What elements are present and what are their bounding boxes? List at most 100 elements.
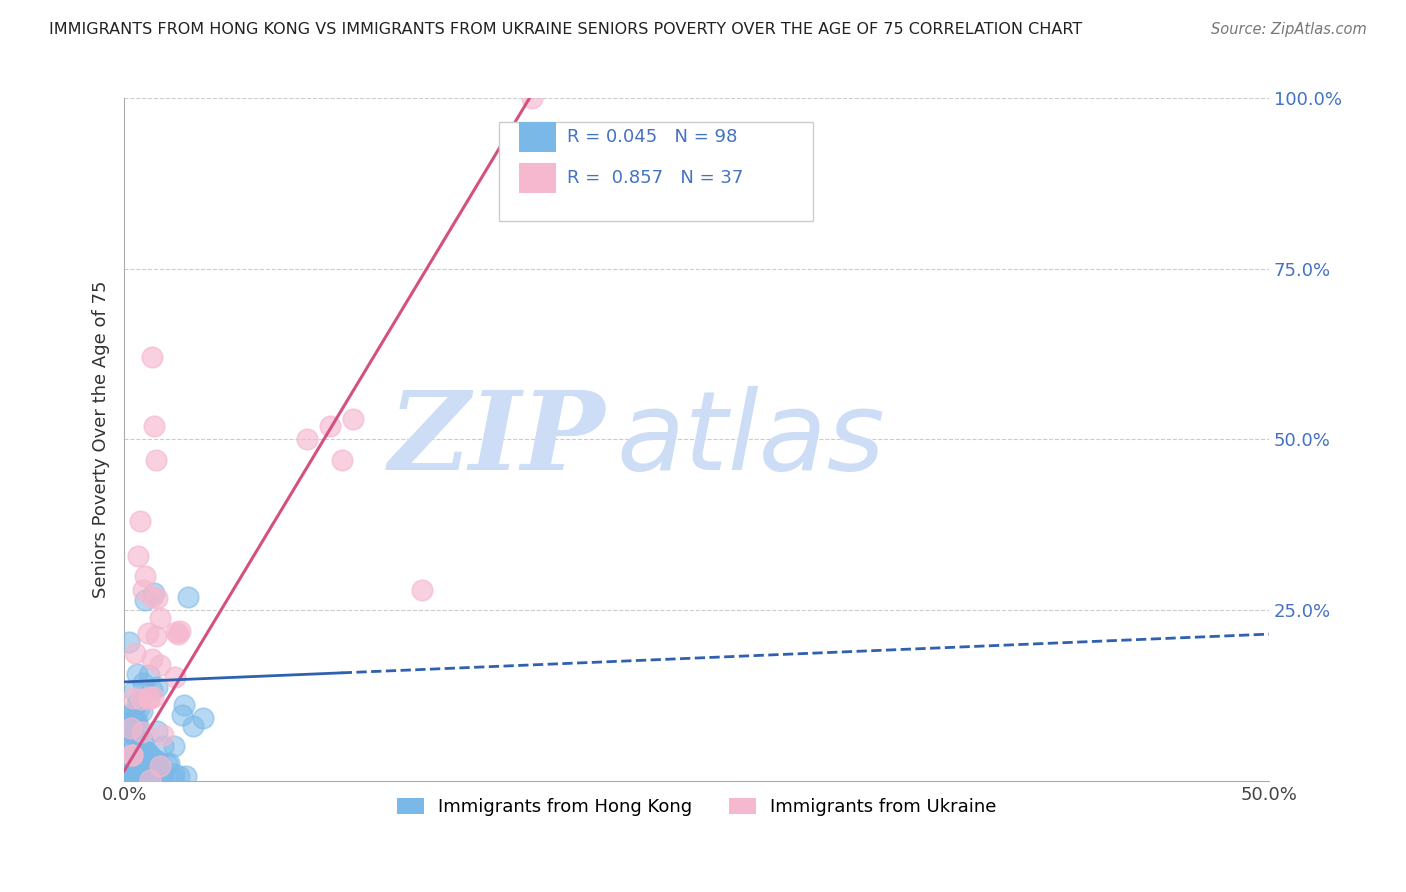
Point [139, 762, 162, 776]
Point [124, 768, 146, 782]
Point [132, 733, 155, 747]
Point [342, 412, 364, 426]
Point [146, 762, 169, 776]
Text: ZIP: ZIP [388, 385, 605, 493]
Point [174, 769, 197, 783]
Point [152, 729, 174, 743]
Point [157, 756, 180, 771]
Point [129, 742, 152, 756]
Point [114, 772, 136, 786]
Point [191, 711, 214, 725]
Point [127, 549, 149, 563]
Point [136, 746, 159, 760]
Point [177, 590, 200, 604]
Point [138, 668, 160, 682]
Point [120, 745, 142, 759]
Point [118, 635, 141, 649]
Point [136, 765, 159, 780]
Point [143, 757, 166, 772]
Point [142, 772, 165, 787]
Point [149, 658, 172, 673]
Point [115, 762, 138, 776]
Point [141, 652, 163, 666]
Point [520, 91, 543, 105]
Point [134, 773, 156, 788]
Point [411, 582, 433, 597]
Point [121, 762, 143, 776]
Point [114, 773, 136, 788]
Point [117, 773, 139, 788]
Point [118, 751, 141, 765]
Point [120, 764, 142, 778]
Point [152, 739, 174, 753]
Point [121, 748, 143, 763]
Point [297, 433, 319, 447]
Point [125, 745, 148, 759]
Point [125, 732, 148, 747]
Point [165, 624, 187, 639]
Point [125, 772, 148, 787]
Point [138, 692, 160, 706]
Point [120, 709, 142, 723]
Point [128, 746, 150, 760]
Point [139, 757, 162, 772]
Point [115, 716, 138, 731]
Point [124, 646, 146, 660]
Point [145, 453, 167, 467]
Point [125, 667, 148, 681]
Point [122, 684, 145, 698]
Point [114, 764, 136, 779]
Point [128, 767, 150, 781]
Point [162, 767, 184, 781]
Point [150, 773, 173, 788]
Point [146, 680, 169, 694]
Point [138, 759, 160, 773]
Point [141, 683, 163, 698]
Point [121, 707, 143, 722]
Point [127, 695, 149, 709]
FancyBboxPatch shape [519, 162, 555, 194]
Point [124, 772, 146, 786]
Point [146, 723, 169, 738]
Point [169, 624, 191, 638]
Point [122, 771, 145, 785]
Point [131, 724, 153, 739]
Text: Source: ZipAtlas.com: Source: ZipAtlas.com [1211, 22, 1367, 37]
Point [117, 732, 139, 747]
Point [127, 751, 149, 765]
Point [120, 721, 142, 735]
Point [118, 764, 141, 779]
Point [128, 720, 150, 734]
Point [169, 769, 191, 783]
Point [124, 712, 146, 726]
Point [120, 767, 142, 781]
Point [141, 757, 163, 772]
Point [146, 754, 169, 768]
Point [162, 772, 184, 787]
Point [330, 453, 353, 467]
Text: R =  0.857   N = 37: R = 0.857 N = 37 [567, 169, 744, 187]
Point [145, 629, 167, 643]
Point [125, 769, 148, 783]
Point [114, 770, 136, 784]
Point [124, 729, 146, 743]
Point [122, 767, 145, 781]
Point [143, 586, 166, 600]
Point [167, 626, 190, 640]
Point [143, 759, 166, 773]
Legend: Immigrants from Hong Kong, Immigrants from Ukraine: Immigrants from Hong Kong, Immigrants fr… [389, 790, 1004, 823]
Point [142, 690, 165, 704]
Point [141, 590, 163, 604]
Point [127, 697, 149, 711]
Point [136, 625, 159, 640]
Point [146, 591, 169, 606]
Point [122, 712, 145, 726]
Point [121, 757, 143, 772]
FancyBboxPatch shape [519, 121, 555, 153]
Point [319, 418, 342, 433]
Point [121, 690, 143, 705]
Point [122, 750, 145, 764]
Point [127, 714, 149, 728]
Y-axis label: Seniors Poverty Over the Age of 75: Seniors Poverty Over the Age of 75 [93, 281, 110, 599]
Point [115, 768, 138, 782]
